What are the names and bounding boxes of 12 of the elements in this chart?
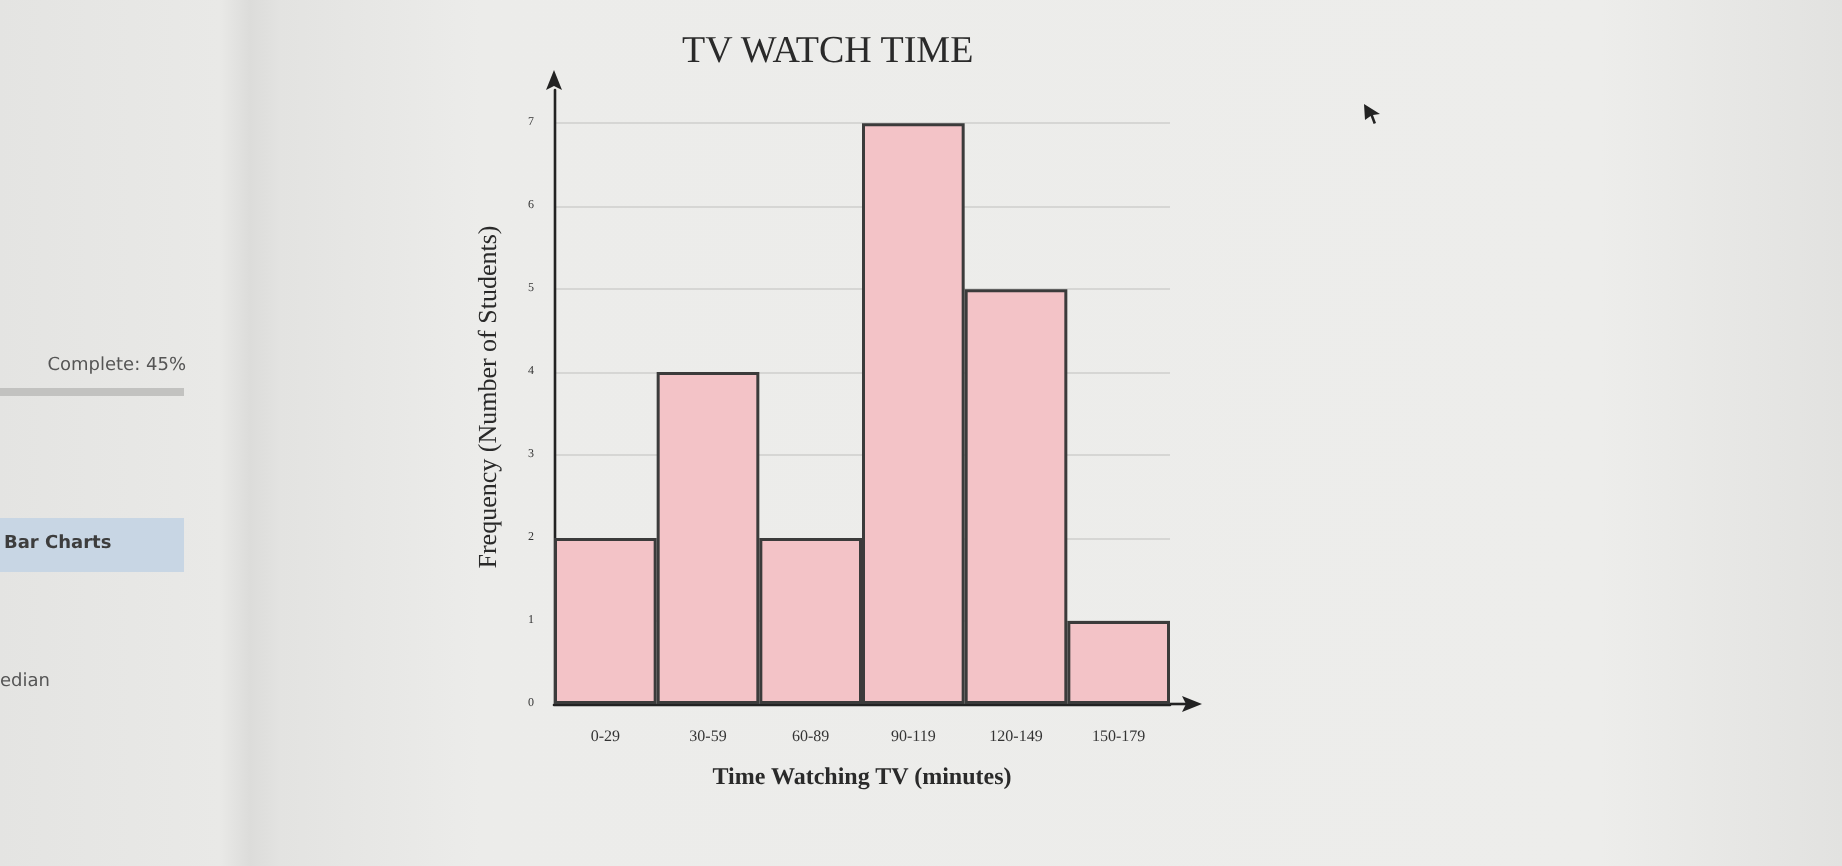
x-tick-label: 60-89 — [791, 727, 830, 745]
x-tick-label: 0-29 — [590, 727, 621, 745]
y-axis-title: Frequency (Number of Students) — [472, 225, 502, 569]
x-tick-label: 120-149 — [989, 727, 1043, 745]
x-axis-title: Time Watching TV (minutes) — [712, 762, 1012, 790]
text: Bar Charts — [4, 534, 112, 554]
text: Complete: 45% — [47, 356, 186, 376]
x-tick-label: 150-179 — [1091, 727, 1146, 745]
chart-title: TV WATCH TIME — [682, 30, 974, 72]
text: edian — [0, 672, 50, 692]
x-tick-label: 30-59 — [689, 727, 727, 745]
x-tick-label: 90-119 — [890, 727, 936, 745]
